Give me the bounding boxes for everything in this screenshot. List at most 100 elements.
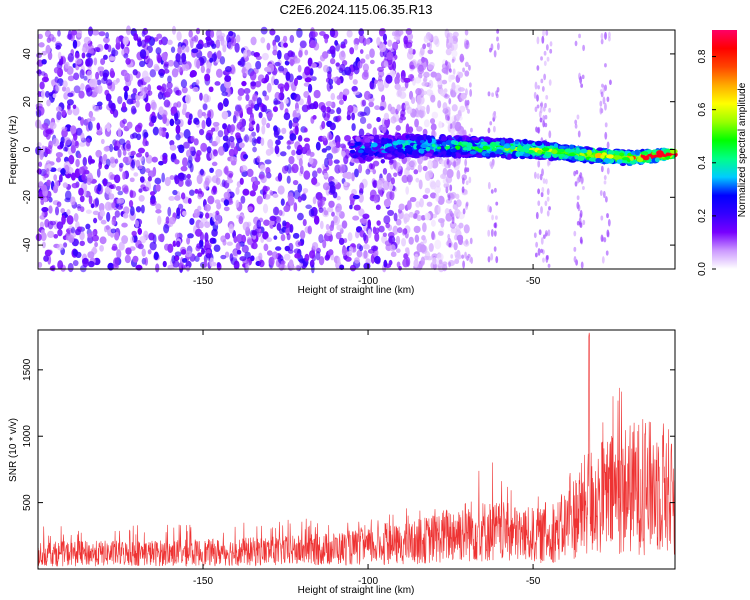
- spectrogram-cell: [92, 29, 100, 36]
- spectrogram-cell: [600, 38, 604, 45]
- spectrogram-cell: [344, 66, 352, 76]
- spectrogram-cell: [345, 171, 353, 180]
- spectrogram-cell: [358, 128, 365, 138]
- spectrogram-cell: [287, 249, 294, 254]
- spectrogram-cell: [157, 215, 162, 226]
- spectrogram-cell: [363, 90, 371, 101]
- spectrogram-cell: [305, 204, 313, 210]
- spectrogram-cell: [205, 117, 212, 127]
- spectrogram-cell: [629, 156, 634, 161]
- spectrogram-cell: [439, 89, 446, 97]
- spectrogram-cell: [191, 48, 199, 54]
- spectrogram-cell: [362, 63, 369, 72]
- spectrogram-cell: [37, 261, 43, 268]
- spectrogram-cell: [126, 98, 134, 105]
- spectrogram-cell: [538, 110, 542, 118]
- spectrogram-cell: [67, 92, 74, 98]
- spectrogram-cell: [391, 31, 396, 37]
- spectrogram-cell: [135, 100, 140, 108]
- spectrogram-cell: [208, 86, 214, 93]
- spectrogram-cell: [331, 146, 338, 154]
- spectrogram-cell: [117, 190, 124, 196]
- spectrogram-cell: [260, 137, 265, 146]
- spectrogram-cell: [606, 154, 614, 159]
- spectrogram-cell: [148, 36, 156, 47]
- spectrogram-cell: [334, 39, 339, 46]
- spectrogram-cell: [494, 149, 503, 154]
- spectrogram-cell: [431, 143, 436, 148]
- spectrogram-cell: [383, 112, 390, 121]
- spectrogram-cell: [145, 140, 149, 147]
- spectrogram-cell: [215, 68, 223, 78]
- spectrogram-cell: [121, 184, 129, 192]
- spectrogram-cell: [215, 39, 221, 49]
- spectrogram-cell: [237, 95, 242, 101]
- spectrogram-cell: [35, 103, 43, 109]
- spectrogram-cell: [57, 51, 62, 60]
- spectrogram-cell: [303, 127, 308, 133]
- spectrogram-cell: [92, 104, 97, 111]
- spectrogram-cell: [437, 100, 442, 109]
- spectrogram-cell: [434, 239, 442, 250]
- spectrogram-cell: [255, 60, 262, 70]
- spectrogram-cell: [212, 149, 218, 157]
- spectrogram-cell: [419, 244, 427, 253]
- spectrogram-cell: [495, 93, 499, 99]
- spectrogram-cell: [273, 78, 279, 86]
- spectrogram-cell: [380, 158, 386, 164]
- spectrogram-cell: [652, 149, 657, 153]
- spectrogram-cell: [582, 44, 586, 52]
- spectrogram-cell: [235, 199, 240, 208]
- spectrogram-cell: [401, 174, 409, 184]
- spectrogram-cell: [383, 60, 389, 68]
- spectrogram-cell: [260, 37, 266, 44]
- spectrogram-cell: [444, 60, 448, 66]
- spectrogram-cell: [81, 172, 86, 181]
- spectrogram-cell: [389, 190, 395, 201]
- spectrogram-cell: [174, 159, 180, 165]
- spectrogram-cell: [121, 235, 129, 244]
- spectrogram-cell: [132, 255, 139, 263]
- spectrogram-cell: [343, 38, 348, 45]
- spectrogram-cell: [57, 30, 61, 37]
- spectrogram-cell: [459, 56, 465, 62]
- spectrogram-cell: [373, 79, 378, 85]
- spectrogram-cell: [537, 126, 541, 134]
- spectrogram-cell: [349, 149, 356, 154]
- spectrogram-cell: [366, 123, 372, 130]
- spectrogram-cell: [640, 151, 649, 156]
- spectrogram-cell: [492, 147, 497, 152]
- spectrogram-cell: [155, 47, 162, 55]
- spectrogram-cell: [434, 72, 442, 82]
- spectrogram-cell: [123, 85, 130, 92]
- spectrogram-cell: [199, 243, 204, 250]
- spectrogram-cell: [216, 50, 222, 60]
- spectrogram-cell: [236, 243, 241, 250]
- spectrogram-cell: [216, 261, 221, 268]
- spectrogram-cell: [228, 148, 235, 157]
- spectrogram-cell: [362, 213, 370, 220]
- spectrogram-cell: [246, 168, 254, 178]
- spectrogram-cell: [115, 36, 121, 46]
- spectrogram-cell: [116, 204, 123, 210]
- spectrogram-cell: [189, 70, 197, 78]
- spectrogram-cell: [267, 138, 274, 149]
- spectrogram-cell: [358, 208, 365, 217]
- spectrogram-cell: [361, 217, 368, 226]
- spectrogram-cell: [596, 147, 604, 152]
- spectrogram-cell: [116, 249, 122, 259]
- spectrogram-cell: [86, 87, 93, 97]
- spectrogram-cell: [235, 34, 241, 43]
- spectrogram-cell: [272, 49, 278, 56]
- spectrogram-cell: [362, 232, 367, 242]
- spectrogram-cell: [601, 256, 605, 264]
- spectrogram-cell: [272, 206, 280, 216]
- spectrogram-cell: [489, 121, 493, 126]
- spectrogram-cell: [161, 172, 165, 183]
- spectrogram-cell: [461, 186, 465, 193]
- spectrogram-cell: [309, 151, 315, 158]
- spectrogram-cell: [408, 211, 415, 218]
- spectrogram-cell: [457, 87, 466, 92]
- spectrogram-cell: [317, 198, 323, 208]
- spectrogram-cell: [430, 181, 437, 190]
